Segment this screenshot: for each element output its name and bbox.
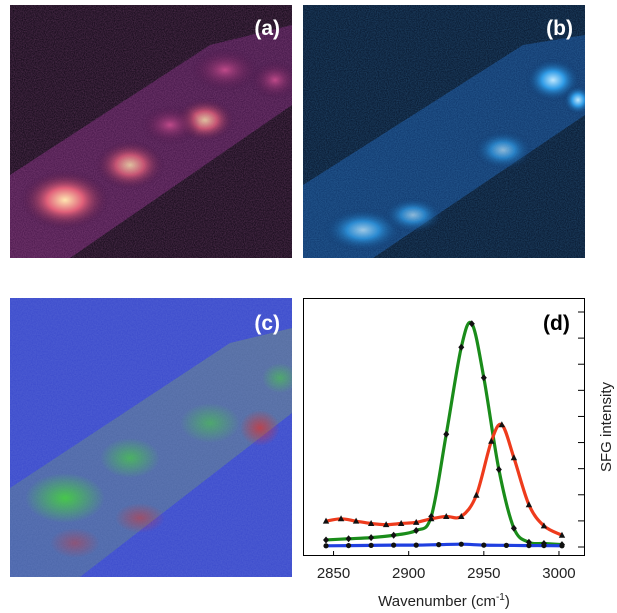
data-point-1 — [413, 518, 420, 525]
data-point-1 — [510, 454, 518, 461]
data-point-1 — [473, 491, 480, 498]
data-point-1 — [367, 520, 375, 526]
x-tick-label: 2900 — [392, 565, 425, 582]
data-point-2 — [413, 542, 419, 548]
data-point-0 — [480, 374, 487, 382]
data-point-1 — [397, 520, 405, 526]
image-b-texture — [303, 5, 585, 258]
microscopy-image-c-overlay: (c) — [10, 298, 292, 577]
image-c-texture — [10, 298, 292, 577]
image-a-texture — [10, 5, 292, 258]
x-tick-label: 3000 — [542, 565, 575, 582]
x-tick-label: 2950 — [467, 565, 500, 582]
data-point-0 — [413, 527, 420, 535]
panel-label-c: (c) — [254, 312, 280, 335]
y-axis-title: SFG intensity — [598, 381, 615, 472]
panel-label-a: (a) — [254, 17, 280, 40]
data-point-2 — [345, 542, 352, 549]
data-point-1 — [428, 515, 435, 522]
data-point-0 — [443, 430, 450, 438]
data-point-1 — [443, 512, 450, 519]
data-point-2 — [458, 541, 464, 547]
data-point-1 — [525, 501, 533, 508]
data-point-1 — [322, 517, 330, 524]
data-point-2 — [541, 542, 547, 549]
data-point-1 — [488, 437, 495, 444]
data-point-1 — [382, 521, 390, 528]
data-point-2 — [436, 542, 442, 548]
data-point-2 — [481, 542, 487, 548]
data-point-0 — [323, 536, 330, 544]
panel-label-d: (d) — [543, 312, 570, 335]
y-axis-ticks — [578, 311, 584, 548]
data-point-2 — [368, 542, 374, 548]
data-point-1 — [558, 531, 566, 538]
data-point-2 — [526, 542, 532, 549]
data-point-2 — [391, 542, 397, 548]
panel-label-b: (b) — [546, 17, 573, 40]
data-point-1 — [337, 515, 345, 522]
data-point-1 — [352, 517, 360, 524]
data-point-1 — [540, 522, 548, 529]
data-point-0 — [458, 343, 465, 351]
series-layer — [322, 320, 566, 549]
data-point-2 — [323, 543, 329, 549]
x-axis-title: Wavenumber (cm-1) — [378, 592, 510, 610]
data-point-1 — [458, 512, 465, 519]
data-point-0 — [495, 465, 502, 473]
microscopy-image-a: (a) — [10, 5, 292, 258]
sfg-spectrum-chart-frame — [303, 298, 585, 556]
data-point-1 — [498, 421, 506, 428]
x-tick-label: 2850 — [317, 565, 350, 582]
data-point-0 — [345, 535, 352, 543]
microscopy-image-b: (b) — [303, 5, 585, 258]
data-point-0 — [510, 524, 517, 532]
x-axis-ticks: 2850 2900 2950 3000 — [317, 551, 576, 582]
data-point-2 — [559, 543, 565, 549]
data-point-0 — [368, 534, 375, 542]
data-point-0 — [390, 531, 397, 539]
data-point-2 — [503, 542, 509, 548]
data-point-0 — [468, 320, 475, 328]
